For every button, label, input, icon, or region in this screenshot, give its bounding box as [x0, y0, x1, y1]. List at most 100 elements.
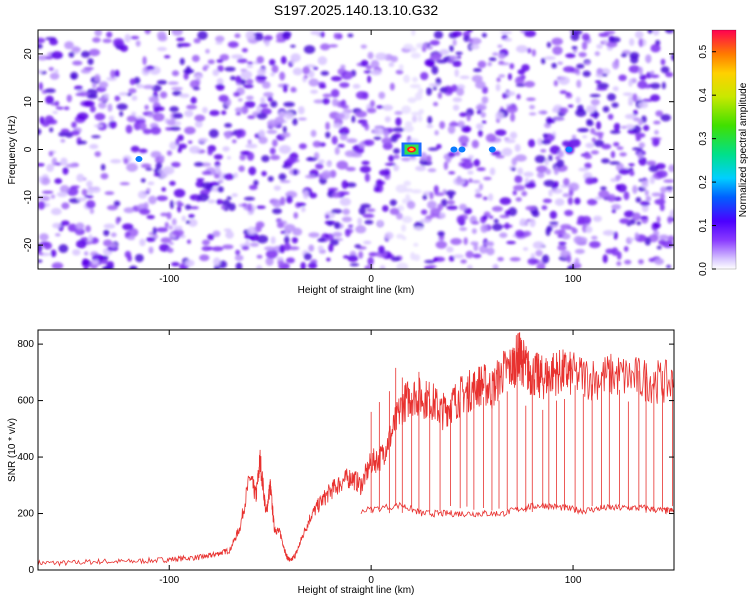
noise-blob: [92, 37, 101, 43]
noise-blob: [330, 76, 343, 82]
noise-blob: [330, 89, 340, 98]
noise-blob: [166, 119, 176, 126]
noise-blob: [396, 212, 403, 220]
noise-blob: [267, 96, 273, 102]
noise-blob: [324, 233, 330, 239]
noise-blob: [231, 193, 238, 198]
noise-blob: [196, 178, 205, 182]
y-tick-label: 10: [23, 96, 34, 108]
noise-blob: [460, 143, 468, 147]
noise-blob: [660, 58, 666, 66]
noise-blob: [516, 93, 521, 100]
noise-blob: [581, 41, 588, 51]
noise-blob: [262, 81, 271, 89]
noise-blob: [104, 191, 115, 196]
noise-blob: [226, 196, 232, 200]
noise-blob: [265, 256, 274, 266]
noise-blob: [131, 111, 137, 117]
noise-blob: [159, 91, 168, 99]
noise-blob: [202, 106, 208, 114]
noise-blob: [282, 84, 288, 93]
noise-blob: [197, 30, 208, 40]
noise-blob: [571, 134, 577, 139]
noise-blob: [563, 177, 570, 186]
noise-blob: [51, 262, 64, 269]
noise-blob: [452, 60, 462, 68]
noise-blob: [281, 132, 291, 138]
noise-blob: [76, 112, 89, 120]
noise-blob: [452, 104, 460, 111]
noise-blob: [623, 191, 630, 201]
noise-blob: [619, 218, 631, 224]
noise-blob: [437, 92, 443, 99]
noise-blob: [38, 163, 45, 167]
noise-blob: [433, 101, 439, 107]
noise-blob: [246, 65, 254, 69]
noise-blob: [515, 197, 522, 202]
noise-blob: [162, 166, 175, 175]
noise-blob: [272, 208, 282, 215]
noise-blob: [544, 56, 556, 60]
noise-blob: [270, 100, 278, 108]
noise-blob: [85, 225, 91, 233]
noise-blob: [544, 158, 549, 166]
noise-blob: [243, 84, 254, 89]
noise-blob: [645, 195, 652, 202]
noise-blob: [126, 162, 138, 172]
noise-blob: [427, 264, 437, 269]
noise-blob: [527, 139, 536, 148]
noise-blob: [279, 71, 286, 81]
y-tick-label: 800: [17, 339, 34, 350]
noise-blob: [60, 138, 66, 143]
noise-blob: [148, 246, 154, 254]
noise-blob: [88, 48, 101, 57]
noise-blob: [203, 64, 210, 69]
noise-blob: [310, 30, 321, 36]
noise-blob: [359, 165, 372, 173]
noise-blob: [342, 208, 351, 215]
noise-blob: [427, 115, 433, 125]
noise-blob: [647, 30, 654, 34]
noise-blob: [322, 98, 330, 105]
noise-blob: [596, 43, 603, 50]
noise-blob: [615, 184, 621, 191]
noise-blob: [192, 86, 201, 91]
noise-blob: [514, 144, 521, 152]
noise-blob: [427, 168, 437, 173]
noise-blob: [39, 116, 45, 125]
noise-blob: [58, 244, 69, 253]
noise-blob: [541, 205, 548, 211]
colorbar-tick-label: 0.2: [698, 175, 709, 189]
noise-blob: [551, 62, 557, 69]
noise-blob: [342, 255, 350, 259]
noise-blob: [93, 124, 104, 128]
noise-blob: [327, 187, 339, 192]
noise-blob: [650, 44, 661, 53]
noise-blob: [355, 91, 368, 100]
noise-blob: [266, 129, 278, 134]
noise-blob: [275, 39, 286, 43]
noise-blob: [383, 129, 389, 138]
noise-blob: [54, 162, 62, 166]
noise-blob: [426, 87, 432, 96]
noise-blob: [242, 202, 248, 208]
noise-blob: [558, 76, 570, 85]
noise-blob: [607, 193, 616, 203]
noise-blob: [651, 137, 660, 147]
noise-blob: [183, 68, 195, 74]
noise-blob: [216, 199, 224, 205]
noise-blob: [172, 229, 184, 237]
y-tick-label: 600: [17, 396, 34, 407]
noise-blob: [139, 122, 147, 131]
noise-blob: [439, 121, 446, 129]
noise-blob: [108, 115, 115, 122]
noise-blob: [527, 47, 532, 54]
noise-blob: [479, 245, 489, 254]
noise-blob: [440, 198, 448, 207]
noise-blob: [247, 226, 256, 235]
noise-blob: [384, 116, 391, 123]
noise-blob: [60, 157, 68, 166]
noise-blob: [467, 264, 473, 269]
noise-blob: [651, 192, 662, 197]
noise-blob: [142, 84, 155, 90]
